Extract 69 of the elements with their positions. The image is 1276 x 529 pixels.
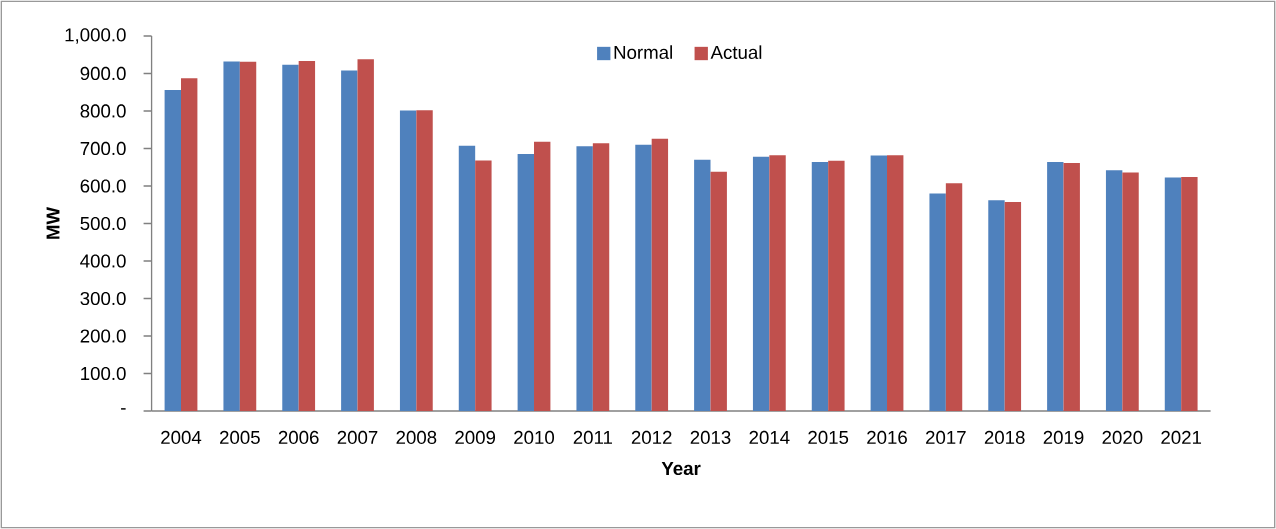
- bar: [399, 110, 417, 411]
- bar: [1181, 177, 1198, 411]
- y-tick-label: 1,000.0: [65, 28, 126, 44]
- bar: [534, 141, 551, 411]
- legend-label: Normal: [614, 45, 672, 60]
- y-tick-label: 200.0: [80, 329, 126, 343]
- bar: [1105, 170, 1123, 411]
- bar: [945, 183, 963, 411]
- bar: [1047, 162, 1064, 411]
- x-tick-label: 2005: [220, 430, 260, 445]
- bar: [239, 61, 257, 411]
- bar: [357, 59, 374, 411]
- bar: [769, 155, 786, 411]
- y-tick-label: 400.0: [80, 254, 126, 268]
- bar: [752, 156, 770, 411]
- y-tick-label: 800.0: [80, 104, 126, 118]
- bar: [1004, 202, 1022, 411]
- bar: [1164, 177, 1182, 411]
- x-tick-label: 2004: [161, 430, 202, 445]
- x-tick-label: 2013: [690, 430, 731, 445]
- bar: [181, 78, 198, 411]
- bar: [164, 90, 181, 411]
- legend-label: Actual: [710, 45, 762, 60]
- x-tick-label: 2018: [984, 430, 1025, 445]
- bar: [988, 200, 1005, 411]
- bar: [592, 143, 610, 411]
- x-tick-label: 2016: [867, 430, 907, 445]
- bar: [517, 154, 535, 411]
- x-tick-label: 2019: [1043, 430, 1084, 445]
- x-tick-label: 2012: [631, 430, 672, 445]
- x-tick-label: 2017: [926, 430, 966, 445]
- y-tick-label: 500.0: [80, 216, 126, 231]
- x-tick-label: 2006: [278, 430, 319, 445]
- bar: [710, 171, 727, 411]
- y-axis-title: MW: [46, 206, 60, 239]
- x-tick-label: 2009: [455, 430, 496, 445]
- bar: [223, 61, 240, 411]
- bar: [416, 110, 433, 411]
- bar: [1122, 172, 1139, 411]
- x-axis-title: Year: [661, 462, 701, 476]
- x-tick-label: 2015: [808, 430, 849, 445]
- y-tick-label: -: [121, 408, 126, 410]
- bar: [458, 145, 476, 411]
- bar: [475, 160, 492, 411]
- y-tick-label: 100.0: [81, 366, 126, 381]
- bar: [1063, 163, 1080, 411]
- bar: [694, 159, 711, 411]
- y-tick-label: 900.0: [80, 66, 126, 81]
- bar: [828, 160, 845, 411]
- bar: [811, 162, 829, 411]
- bar: [651, 138, 669, 411]
- x-tick-label: 2008: [396, 430, 437, 445]
- bar: [298, 61, 316, 411]
- bar: [635, 144, 652, 411]
- bar: [887, 155, 904, 411]
- y-tick-label: 300.0: [80, 291, 126, 306]
- x-tick-label: 2014: [749, 430, 790, 445]
- x-tick-label: 2007: [337, 430, 378, 445]
- bar: [282, 64, 299, 411]
- y-tick-label: 600.0: [80, 179, 126, 193]
- x-tick-label: 2011: [573, 430, 612, 445]
- x-tick-label: 2020: [1102, 430, 1143, 445]
- y-tick-label: 700.0: [80, 141, 126, 156]
- x-tick-label: 2010: [514, 430, 555, 445]
- bar: [341, 70, 358, 411]
- bar: [870, 155, 888, 411]
- x-tick-label: 2021: [1161, 430, 1202, 445]
- bar: [576, 146, 593, 411]
- bar: [929, 193, 946, 411]
